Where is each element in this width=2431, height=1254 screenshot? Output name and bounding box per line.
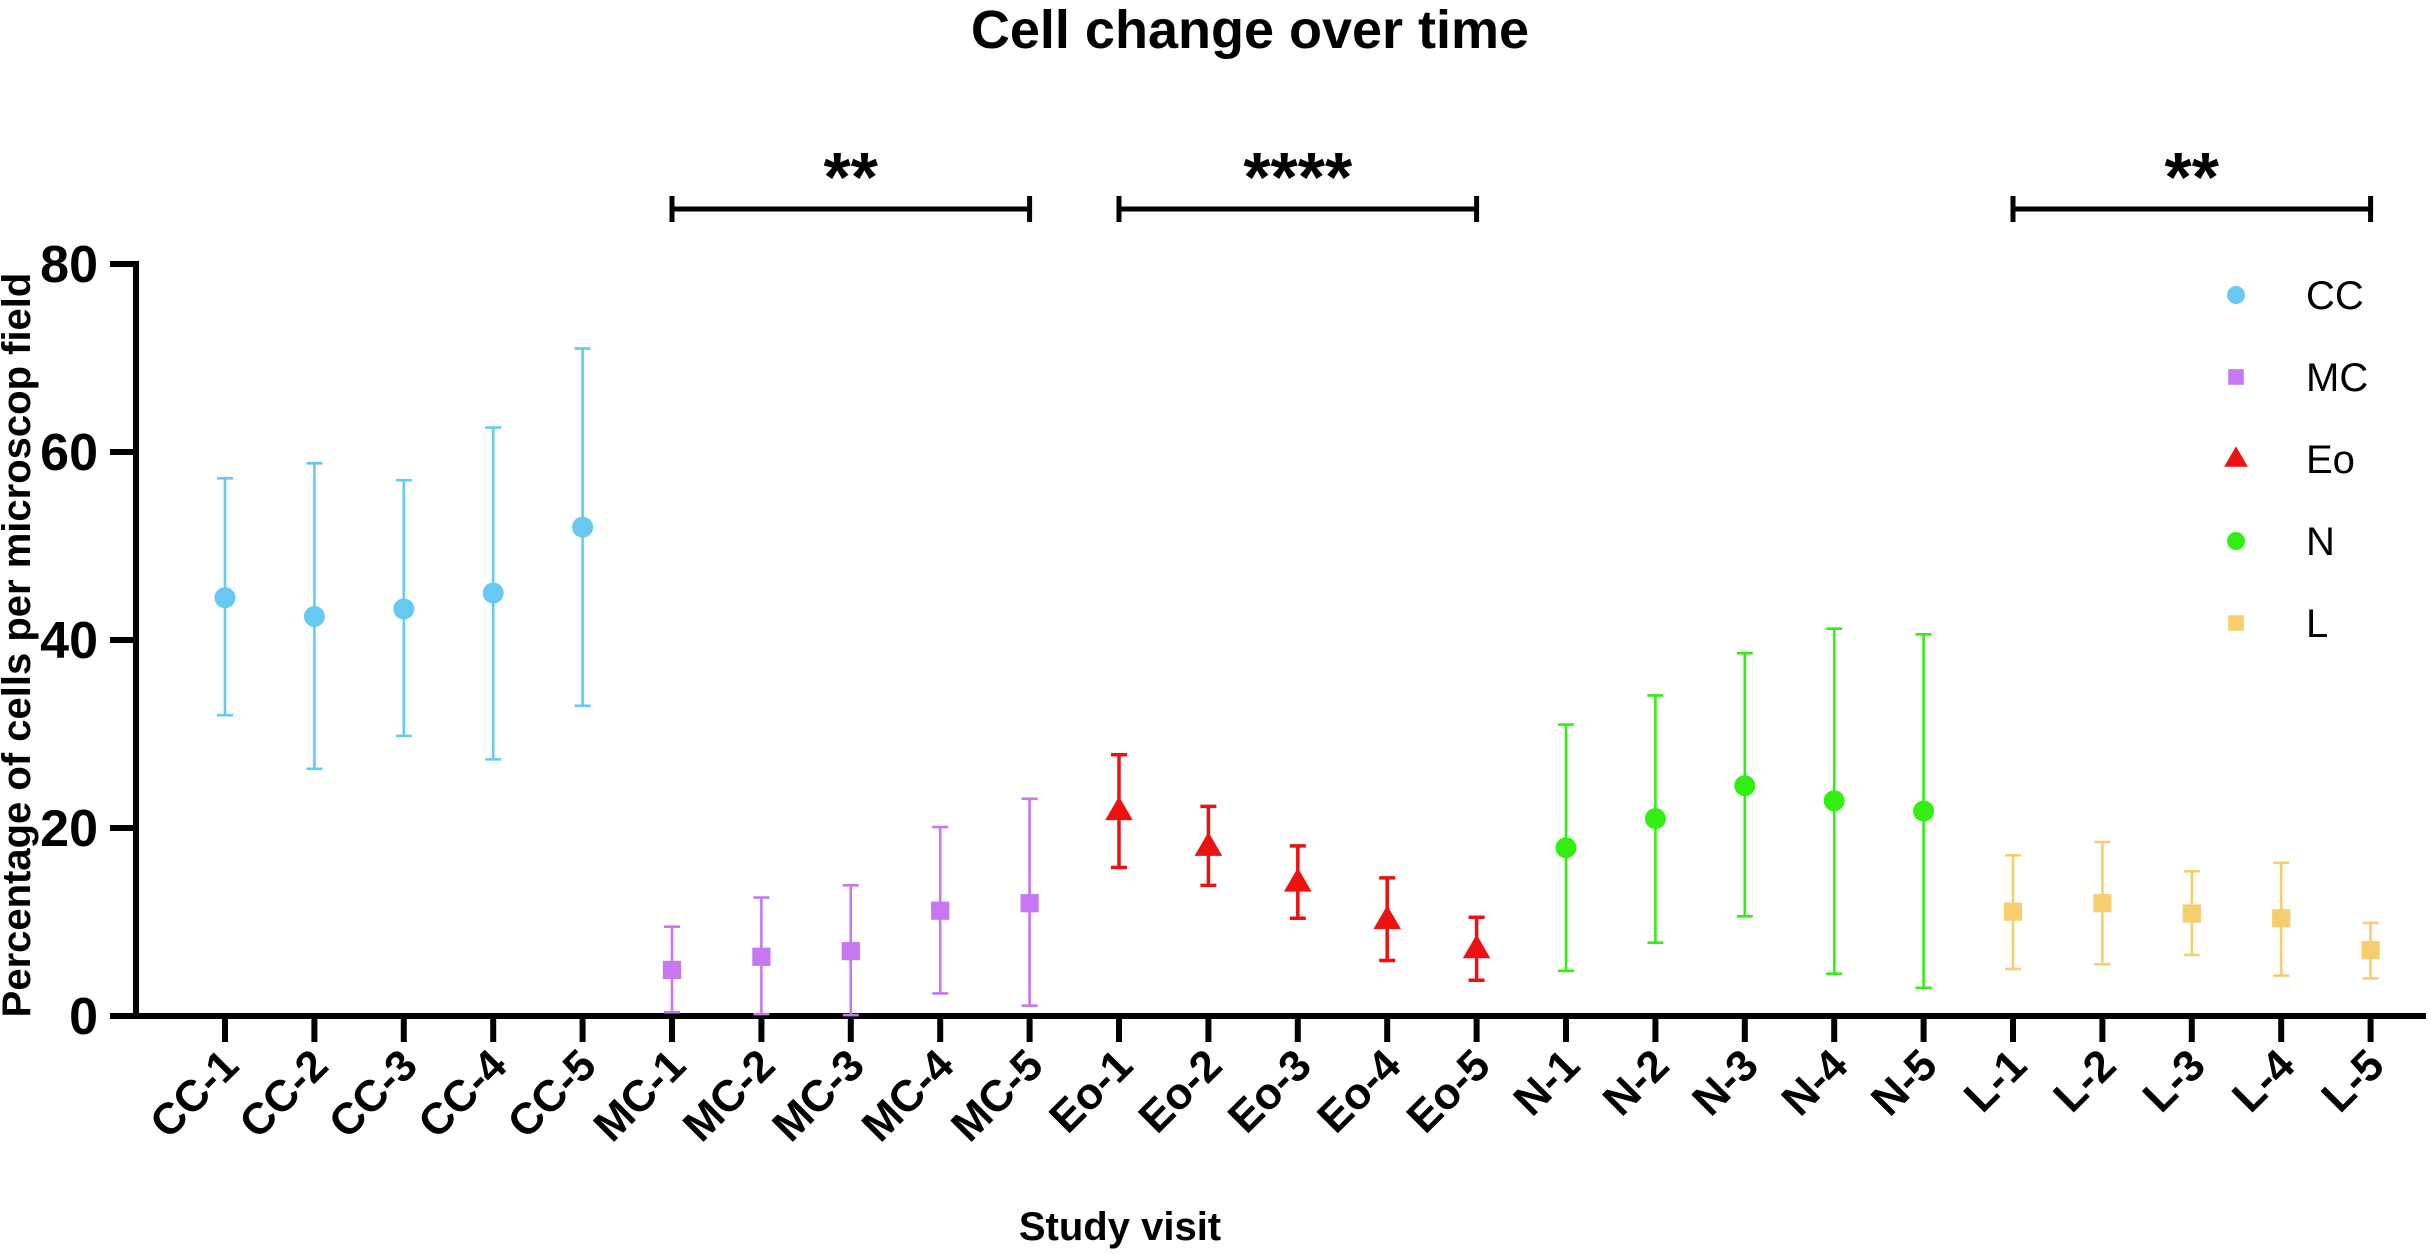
x-tick-label-Eo-2: Eo-2: [1129, 1040, 1231, 1142]
y-axis-title: Percentage of cells per microscop field: [0, 273, 39, 1018]
sig-label-0: **: [824, 138, 879, 216]
x-axis-title: Study visit: [1019, 1205, 1221, 1249]
y-tick-label-80: 80: [40, 236, 98, 294]
point-MC-5: [1020, 894, 1039, 913]
x-tick-label-N-1: N-1: [1504, 1040, 1589, 1125]
legend: CC MC Eo NL: [2224, 274, 2368, 646]
x-tick-label-N-3: N-3: [1683, 1040, 1768, 1125]
point-MC-2: [752, 947, 771, 966]
point-MC-4: [931, 901, 950, 920]
point-N-2: [1644, 808, 1666, 830]
x-tick-label-Eo-5: Eo-5: [1398, 1040, 1500, 1142]
x-tick-label-Eo-3: Eo-3: [1219, 1040, 1321, 1142]
x-tick-label-MC-2: MC-2: [674, 1040, 785, 1151]
legend-label-CC: CC: [2306, 274, 2364, 318]
point-Eo-1: [1105, 796, 1133, 821]
x-tick-label-CC-2: CC-2: [230, 1040, 337, 1147]
sig-label-1: ****: [1243, 138, 1353, 216]
y-tick-label-60: 60: [40, 424, 98, 482]
x-tick-label-MC-3: MC-3: [763, 1040, 874, 1151]
y-tick-label-20: 20: [40, 800, 98, 858]
x-tick-label-CC-4: CC-4: [409, 1040, 517, 1148]
point-CC-1: [214, 587, 236, 609]
legend-label-MC: MC: [2306, 356, 2368, 400]
point-L-3: [2182, 904, 2201, 923]
point-L-2: [2093, 894, 2112, 913]
x-tick-label-MC-5: MC-5: [942, 1040, 1053, 1151]
x-tick-label-MC-4: MC-4: [853, 1040, 964, 1151]
point-L-5: [2361, 941, 2380, 960]
point-MC-1: [662, 960, 682, 980]
series-CC: [214, 347, 594, 771]
x-tick-label-N-4: N-4: [1772, 1040, 1857, 1125]
x-tick-label-L-1: L-1: [1955, 1040, 2036, 1121]
point-CC-4: [482, 582, 504, 604]
point-N-4: [1823, 790, 1845, 812]
y-tick-label-0: 0: [69, 988, 98, 1046]
point-Eo-4: [1373, 905, 1402, 930]
point-L-1: [2003, 902, 2023, 921]
x-tick-label-CC-5: CC-5: [498, 1040, 605, 1147]
significance-brackets: ** **** **: [669, 138, 2374, 222]
series-N: [1555, 627, 1935, 990]
legend-marker-CC: [2227, 286, 2245, 304]
chart-title: Cell change over time: [971, 0, 1529, 60]
x-tick-label-Eo-4: Eo-4: [1308, 1040, 1410, 1142]
x-tick-label-N-2: N-2: [1594, 1040, 1679, 1125]
point-Eo-3: [1283, 867, 1312, 892]
point-L-4: [2272, 909, 2291, 928]
x-tick-label-Eo-1: Eo-1: [1040, 1040, 1142, 1142]
point-CC-5: [572, 516, 594, 538]
x-tick-label-CC-1: CC-1: [141, 1040, 248, 1147]
x-tick-label-L-2: L-2: [2044, 1040, 2125, 1121]
point-Eo-5: [1462, 934, 1491, 959]
point-CC-3: [393, 598, 415, 620]
legend-marker-Eo: [2224, 446, 2248, 467]
x-tick-label-N-5: N-5: [1862, 1040, 1947, 1125]
x-tick-label-L-3: L-3: [2134, 1040, 2215, 1121]
x-tick-label-L-4: L-4: [2223, 1040, 2305, 1122]
legend-marker-MC: [2228, 369, 2244, 385]
plot-area: [214, 347, 2380, 1017]
x-tick-label-L-5: L-5: [2312, 1040, 2393, 1121]
y-tick-label-40: 40: [40, 612, 98, 670]
point-Eo-2: [1194, 832, 1223, 856]
legend-label-Eo: Eo: [2306, 438, 2355, 482]
legend-marker-N: [2227, 532, 2245, 550]
point-CC-2: [303, 606, 325, 627]
series-MC: [662, 797, 1039, 1017]
series-Eo: [1105, 752, 1491, 983]
series-L: [2003, 840, 2380, 980]
axes: 020406080CC-1CC-2CC-3CC-4CC-5MC-1MC-2MC-…: [40, 236, 2426, 1151]
point-N-1: [1555, 837, 1577, 859]
legend-label-L: L: [2306, 602, 2328, 646]
x-tick-label-CC-3: CC-3: [320, 1040, 427, 1147]
x-tick-label-MC-1: MC-1: [584, 1040, 695, 1151]
legend-marker-L: [2228, 615, 2244, 631]
legend-label-N: N: [2306, 520, 2335, 564]
point-N-5: [1913, 800, 1935, 822]
point-N-3: [1734, 775, 1756, 797]
sig-label-2: **: [2165, 138, 2220, 216]
point-MC-3: [841, 942, 860, 961]
